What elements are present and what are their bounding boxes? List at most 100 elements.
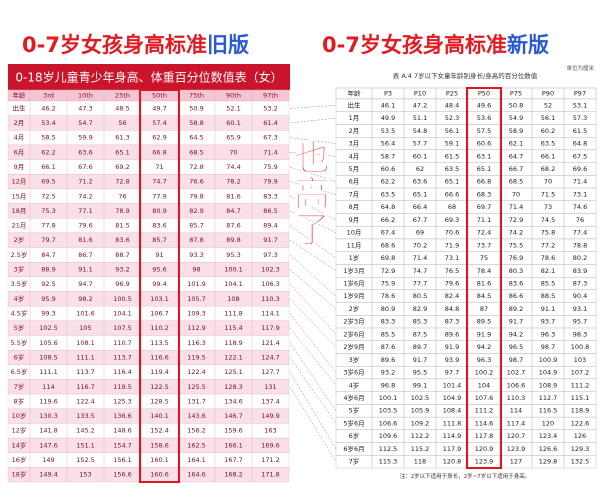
connector: [289, 371, 337, 450]
cell-value: 168.2: [224, 471, 243, 479]
cell-value: 57.3: [573, 114, 587, 122]
column-header: P50: [478, 90, 490, 98]
cell-value: 74.2: [509, 229, 523, 237]
row-age: 出生: [348, 100, 362, 109]
cell-value: 116.5: [539, 407, 558, 415]
cell-value: 54.8: [413, 127, 427, 135]
cell-value: 87.6: [226, 222, 240, 230]
cell-value: 57.7: [413, 140, 427, 148]
cell-value: 100.2: [475, 369, 494, 377]
cell-value: 80.2: [573, 254, 587, 262]
cell-value: 64.7: [509, 152, 523, 160]
connector: [289, 342, 337, 411]
cell-value: 58.8: [189, 119, 203, 127]
cell-value: 107.2: [571, 369, 590, 377]
cell-value: 77.7: [413, 280, 427, 288]
cell-value: 83.3: [381, 318, 395, 326]
cell-value: 63.5: [445, 165, 459, 173]
cell-value: 112.9: [187, 324, 206, 332]
new-title-tag: 新版: [507, 33, 549, 57]
cell-value: 82.1: [541, 267, 555, 275]
cell-value: 78.9: [115, 207, 129, 215]
cell-value: 99.4: [152, 280, 166, 288]
cell-value: 141.8: [39, 427, 58, 435]
cell-value: 85.5: [541, 280, 555, 288]
cell-value: 72.9: [509, 216, 523, 224]
cell-value: 81.6: [78, 236, 92, 244]
cell-value: 65.1: [115, 148, 129, 156]
cell-value: 89.2: [509, 305, 523, 313]
cell-value: 69.2: [115, 163, 129, 171]
cell-value: 114.6: [475, 419, 494, 427]
cell-value: 125.1: [224, 368, 243, 376]
cell-value: 88.5: [541, 292, 555, 300]
cell-value: 72.4: [477, 229, 491, 237]
connector: [289, 386, 337, 462]
cell-value: 104: [478, 381, 490, 389]
row-age: 12岁: [12, 426, 27, 435]
cell-value: 59.1: [445, 140, 459, 148]
cell-value: 128.3: [224, 383, 243, 391]
cell-value: 67.3: [263, 134, 277, 142]
cell-value: 93.2: [115, 266, 129, 274]
cell-value: 75.9: [263, 163, 277, 171]
row-age: 12月: [12, 178, 27, 186]
cell-value: 91.1: [541, 305, 555, 313]
cell-value: 100.8: [571, 343, 590, 351]
cell-value: 169.6: [261, 441, 280, 449]
column-header: P10: [414, 90, 426, 98]
cell-value: 114.9: [443, 432, 462, 440]
column-header: 90th: [226, 92, 241, 100]
cell-value: 108.5: [39, 353, 58, 361]
cell-value: 164.1: [187, 456, 206, 464]
cell-value: 111.8: [443, 419, 462, 427]
cell-value: 113.7: [113, 353, 132, 361]
cell-value: 101.4: [443, 381, 462, 389]
row-age: 2.5岁: [11, 250, 28, 259]
cell-value: 108: [227, 295, 239, 303]
cell-value: 62: [416, 165, 424, 173]
cell-value: 76.6: [189, 178, 203, 186]
cell-value: 61.5: [445, 152, 459, 160]
cell-value: 100.1: [379, 394, 398, 402]
row-age: 4岁: [349, 380, 360, 389]
row-age: 出生: [13, 103, 27, 112]
cell-value: 146.7: [224, 412, 243, 420]
cell-value: 74.6: [573, 203, 587, 211]
cell-value: 70: [544, 178, 552, 186]
cell-value: 80.9: [381, 305, 395, 313]
cell-value: 171.2: [261, 456, 280, 464]
cell-value: 73.1: [445, 254, 459, 262]
cell-value: 78.8: [573, 241, 587, 249]
cell-value: 109.2: [411, 419, 430, 427]
cell-value: 151.1: [76, 441, 95, 449]
cell-value: 70: [229, 148, 237, 156]
cell-value: 93.3: [189, 251, 203, 259]
cell-value: 160.1: [150, 456, 169, 464]
cell-value: 79.9: [263, 178, 277, 186]
row-age: 1岁: [349, 253, 360, 262]
cell-value: 60.6: [381, 165, 395, 173]
cell-value: 103.5: [379, 407, 398, 415]
cell-value: 137.4: [261, 397, 280, 405]
row-age: 8月: [349, 203, 360, 211]
cell-value: 56: [118, 119, 126, 127]
cell-value: 108.1: [76, 339, 95, 347]
cell-value: 78.6: [541, 254, 555, 262]
row-age: 2岁6月: [343, 329, 364, 338]
cell-value: 163: [264, 427, 276, 435]
column-header: 25th: [115, 92, 130, 100]
cell-value: 105: [79, 324, 91, 332]
cell-value: 78.6: [381, 292, 395, 300]
cell-value: 74.4: [226, 163, 240, 171]
cell-value: 104.1: [113, 309, 132, 317]
cell-value: 128.5: [150, 397, 169, 405]
cell-value: 134.6: [224, 397, 243, 405]
cell-value: 130.3: [39, 412, 58, 420]
column-header: P75: [510, 90, 522, 98]
cell-value: 69.6: [573, 165, 587, 173]
cell-value: 99.3: [41, 309, 55, 317]
cell-value: 94.2: [509, 330, 523, 338]
highlight-box: [139, 89, 180, 483]
